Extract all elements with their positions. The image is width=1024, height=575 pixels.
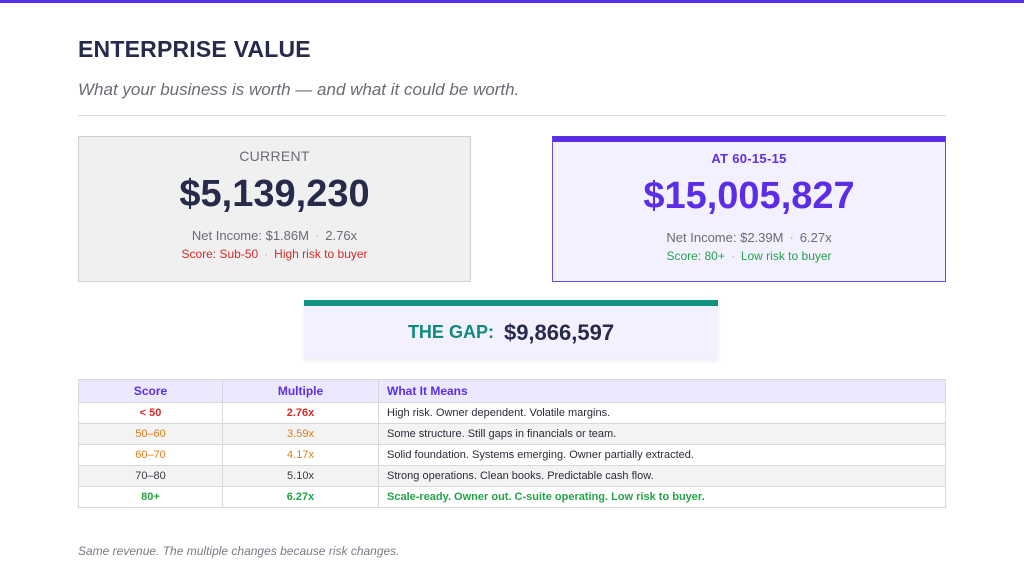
separator-dot: · [314, 228, 320, 243]
row-score: 60–70 [78, 444, 223, 466]
target-label: AT 60-15-15 [711, 151, 787, 166]
table-header-multiple: Multiple [222, 379, 379, 403]
row-score: < 50 [78, 402, 223, 424]
row-meaning: High risk. Owner dependent. Volatile mar… [378, 402, 946, 424]
row-score: 70–80 [78, 465, 223, 487]
separator-dot: · [789, 230, 794, 245]
multiple-table: Score Multiple What It Means < 50 2.76x … [78, 379, 946, 508]
row-meaning: Strong operations. Clean books. Predicta… [378, 465, 946, 487]
footnote: Same revenue. The multiple changes becau… [78, 544, 400, 558]
row-multiple: 6.27x [222, 486, 379, 508]
current-meta: Net Income: $1.86M · 2.76x [79, 228, 470, 243]
separator-dot: · [264, 247, 269, 261]
target-risk: Low risk to buyer [740, 249, 832, 263]
table-row: 80+ 6.27x Scale-ready. Owner out. C-suit… [78, 486, 946, 508]
table-header-meaning: What It Means [378, 379, 946, 403]
gap-summary-box: THE GAP: $9,866,597 [304, 300, 718, 359]
title-divider [78, 115, 946, 116]
row-multiple: 4.17x [222, 444, 379, 466]
target-score-line: Score: 80+ · Low risk to buyer [553, 249, 945, 263]
row-multiple: 2.76x [222, 402, 379, 424]
current-multiple: 2.76x [325, 228, 358, 243]
current-risk: High risk to buyer [274, 247, 368, 261]
current-value-card: CURRENT $5,139,230 Net Income: $1.86M · 2.… [78, 136, 471, 282]
table-row: 50–60 3.59x Some structure. Still gaps i… [78, 423, 946, 445]
table-row: 70–80 5.10x Strong operations. Clean boo… [78, 465, 946, 487]
row-meaning: Scale-ready. Owner out. C-suite operatin… [378, 486, 946, 508]
table-header-row: Score Multiple What It Means [78, 379, 946, 403]
gap-value: $9,866,597 [503, 319, 615, 345]
row-meaning: Solid foundation. Systems emerging. Owne… [378, 444, 946, 466]
target-value: $15,005,827 [643, 175, 855, 217]
table-row: < 50 2.76x High risk. Owner dependent. V… [78, 402, 946, 424]
table-row: 60–70 4.17x Solid foundation. Systems em… [78, 444, 946, 466]
top-accent-bar [0, 0, 1024, 3]
separator-dot: · [730, 249, 735, 263]
row-multiple: 5.10x [222, 465, 379, 487]
row-score: 80+ [78, 486, 223, 508]
row-meaning: Some structure. Still gaps in financials… [378, 423, 946, 445]
page-subtitle: What your business is worth — and what i… [78, 80, 520, 99]
row-multiple: 3.59x [222, 423, 379, 445]
page-title: ENTERPRISE VALUE [78, 36, 311, 62]
target-net-income: Net Income: $2.39M [666, 230, 784, 245]
target-meta: Net Income: $2.39M · 6.27x [553, 230, 945, 245]
current-value: $5,139,230 [179, 173, 370, 215]
current-score: Score: Sub-50 [181, 247, 259, 261]
gap-label: THE GAP: [407, 322, 494, 342]
target-score: Score: 80+ [666, 249, 725, 263]
current-net-income: Net Income: $1.86M [191, 228, 309, 243]
table-header-score: Score [78, 379, 223, 403]
current-score-line: Score: Sub-50 · High risk to buyer [79, 247, 470, 261]
target-value-card: AT 60-15-15 $15,005,827 Net Income: $2.3… [552, 136, 946, 282]
current-label: CURRENT [239, 148, 310, 164]
target-multiple: 6.27x [799, 230, 832, 245]
row-score: 50–60 [78, 423, 223, 445]
